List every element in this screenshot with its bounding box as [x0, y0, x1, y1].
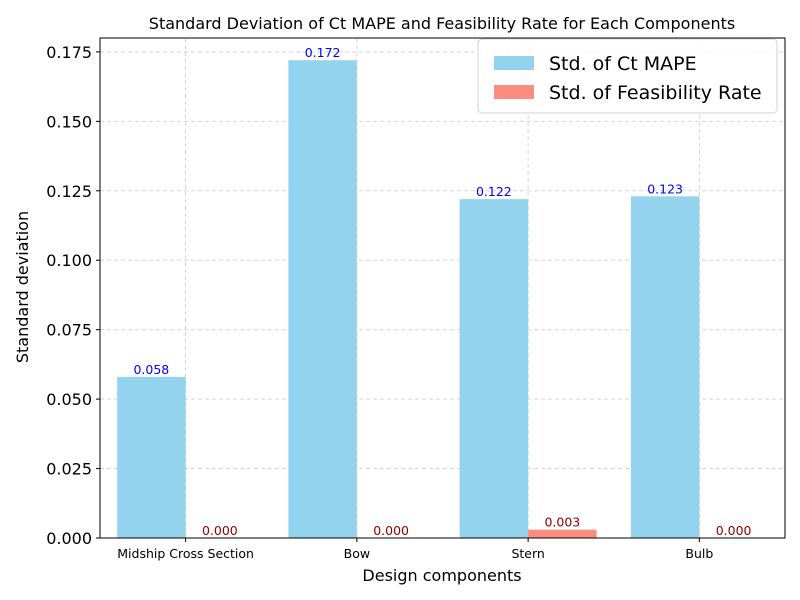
y-tick-label: 0.125	[46, 182, 92, 201]
y-tick-label: 0.175	[46, 43, 92, 62]
plot-frame	[99, 37, 786, 539]
bar-value-label: 0.058	[133, 362, 169, 377]
x-tick-label: Bulb	[685, 546, 713, 561]
legend-label-ct-mape: Std. of Ct MAPE	[549, 53, 697, 75]
bar-value-label: 0.122	[476, 184, 512, 199]
bar-ct-mape	[117, 376, 186, 538]
legend-swatch-feasibility-rate	[494, 85, 534, 99]
bar-value-label: 0.000	[373, 523, 409, 538]
chart-title: Standard Deviation of Ct MAPE and Feasib…	[149, 14, 735, 33]
bar-feasibility-rate	[528, 529, 597, 538]
legend-swatch-ct-mape	[494, 56, 534, 70]
y-tick-label: 0.150	[46, 112, 92, 131]
x-tick-label: Midship Cross Section	[117, 546, 254, 561]
y-tick-label: 0.075	[46, 321, 92, 340]
bar-ct-mape	[630, 196, 700, 539]
legend: Std. of Ct MAPE Std. of Feasibility Rate	[477, 38, 778, 114]
x-tick-label: Bow	[344, 546, 370, 561]
y-tick-label: 0.050	[46, 390, 92, 409]
x-axis-ticks: Midship Cross Section Bow Stern Bulb	[117, 538, 713, 561]
bar-value-label: 0.172	[305, 45, 341, 60]
bar-value-label: 0.003	[544, 515, 580, 530]
y-axis-ticks: 0.000 0.025 0.050 0.075 0.100 0.125 0.150 0.175	[46, 43, 100, 548]
bar-value-label: 0.000	[716, 523, 752, 538]
y-tick-label: 0.000	[46, 529, 92, 548]
bar-ct-mape	[459, 199, 529, 538]
x-axis-label: Design components	[362, 566, 521, 585]
x-tick-label: Stern	[511, 546, 544, 561]
y-axis-label: Standard deviation	[13, 211, 32, 363]
bar-value-labels: 0.058 0.172 0.122 0.123 0.000 0.000 0.003 0.000	[133, 45, 751, 538]
bar-value-label: 0.000	[202, 523, 238, 538]
y-tick-label: 0.025	[46, 460, 92, 479]
legend-label-feasibility-rate: Std. of Feasibility Rate	[549, 82, 762, 104]
bar-ct-mape	[288, 60, 357, 538]
bars	[117, 60, 700, 539]
y-tick-label: 0.100	[46, 251, 92, 270]
bar-value-label: 0.123	[647, 181, 683, 196]
legend-box	[477, 38, 778, 114]
